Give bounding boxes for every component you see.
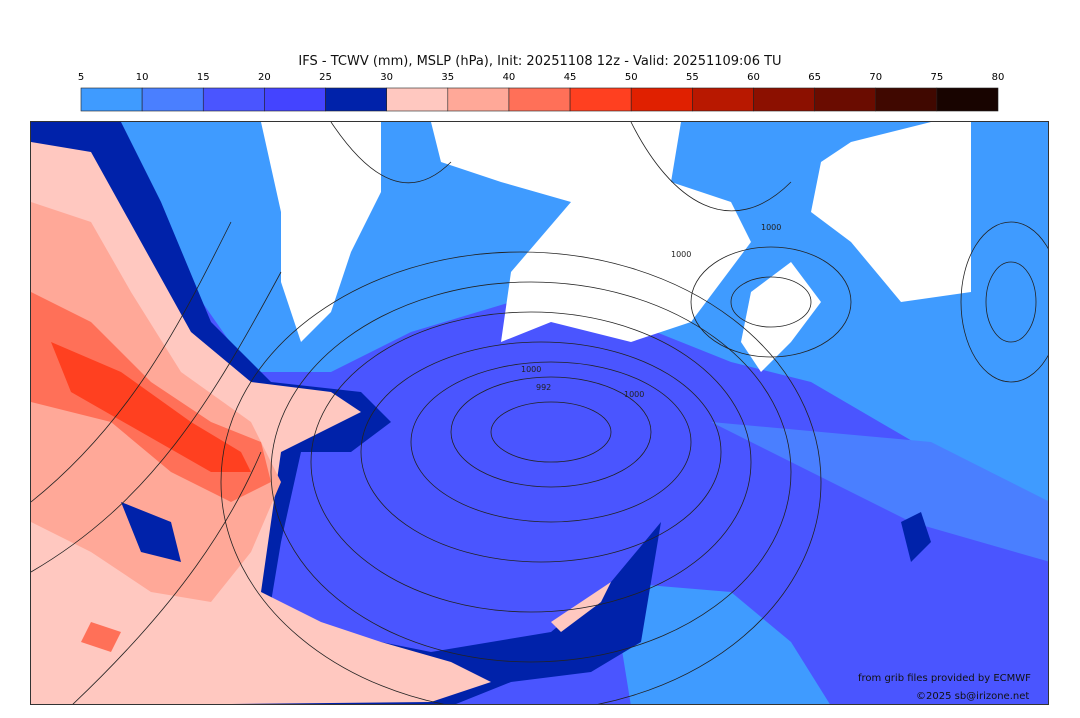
dry-area-russia	[811, 122, 971, 302]
colorbar-swatch	[447, 87, 510, 112]
colorbar-tick-label: 65	[808, 72, 821, 83]
colorbar-tick-label: 35	[441, 72, 454, 83]
colorbar-tick-label: 60	[747, 72, 760, 83]
isobar-label: 1000	[624, 390, 644, 399]
colorbar-tick-label: 10	[136, 72, 149, 83]
isobar-label: 992	[536, 383, 551, 392]
colorbar-tick-label: 15	[197, 72, 210, 83]
weather-map[interactable]: 1000 992 1000 1000 1000 from grib files …	[30, 121, 1049, 705]
colorbar-swatch	[202, 87, 265, 112]
colorbar-tick-label: 25	[319, 72, 332, 83]
colorbar-swatch	[508, 87, 571, 112]
colorbar-tick-label: 50	[625, 72, 638, 83]
colorbar-swatch	[264, 87, 326, 112]
colorbar-swatch	[80, 87, 143, 112]
colorbar-swatch	[692, 87, 754, 112]
isobar-label: 1000	[761, 223, 781, 232]
colorbar-tick-label: 80	[992, 72, 1005, 83]
map-title: IFS - TCWV (mm), MSLP (hPa), Init: 20251…	[298, 54, 782, 69]
isobar-label: 1000	[521, 365, 541, 374]
isobars	[31, 122, 1048, 704]
source-credit: from grib files provided by ECMWF	[858, 673, 1031, 684]
colorbar-tick-label: 20	[258, 72, 271, 83]
dry-area-canada	[261, 122, 381, 342]
colorbar-swatch	[875, 87, 938, 112]
colorbar-tick-label: 45	[564, 72, 577, 83]
colorbar-swatch	[569, 87, 632, 112]
isobar-label: 1000	[671, 250, 691, 259]
colorbar-tick-label: 70	[869, 72, 882, 83]
colorbar-swatch	[936, 87, 999, 112]
colorbar-swatch	[141, 87, 204, 112]
colorbar-swatch	[753, 87, 815, 112]
copyright-credit: ©2025 sb@irizone.net	[916, 691, 1030, 702]
colorbar-tick-label: 30	[380, 72, 393, 83]
colorbar-swatch	[814, 87, 877, 112]
colorbar: 5 10 15 20 25 30 35 40 45 50 55 60 65 70 75 80	[78, 72, 1005, 112]
colorbar-swatch	[386, 87, 449, 112]
colorbar-tick-label: 55	[686, 72, 699, 83]
colorbar-tick-label: 5	[78, 72, 84, 83]
colorbar-swatch	[630, 87, 693, 112]
dry-area-greenland	[431, 122, 751, 342]
colorbar-tick-label: 40	[503, 72, 516, 83]
colorbar-tick-label: 75	[930, 72, 943, 83]
colorbar-swatch	[325, 87, 387, 112]
tcwv-field: 1000 992 1000 1000 1000	[31, 122, 1048, 704]
